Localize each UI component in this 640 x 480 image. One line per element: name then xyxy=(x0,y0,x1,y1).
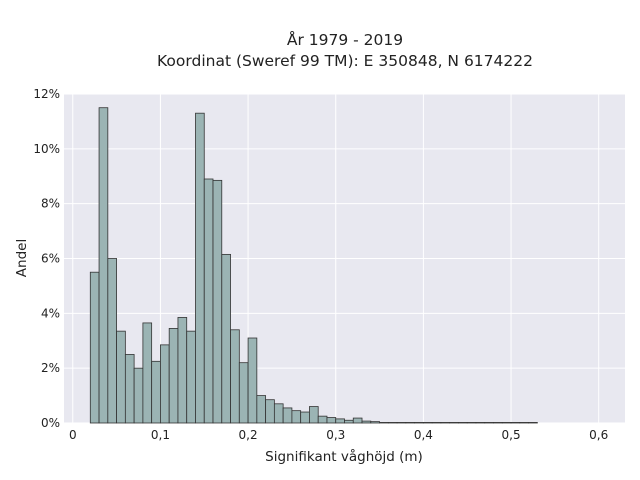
histogram-bar xyxy=(335,418,345,424)
histogram-bar xyxy=(230,329,240,424)
histogram-bar xyxy=(142,322,153,424)
histogram-bar xyxy=(440,422,451,424)
y-tick-labels: 0% 2% 4% 6% 8% 10% 12% xyxy=(33,87,60,430)
histogram-bar xyxy=(396,422,407,424)
histogram-bar xyxy=(238,362,249,424)
x-tick-label: 0 xyxy=(69,428,77,442)
histogram-bar xyxy=(326,417,337,424)
y-tick-label: 4% xyxy=(41,306,60,320)
histogram-bars xyxy=(89,107,538,424)
histogram-bar xyxy=(195,112,205,424)
histogram-bar xyxy=(317,415,328,424)
histogram-bar xyxy=(484,422,494,424)
histogram-bar xyxy=(203,178,214,424)
x-tick-label: 0,2 xyxy=(239,428,258,442)
x-tick-label: 0,5 xyxy=(502,428,521,442)
y-axis-label: Andel xyxy=(14,239,30,277)
histogram-bar xyxy=(177,317,188,424)
histogram-bar xyxy=(116,330,126,424)
histogram-bar xyxy=(160,344,170,424)
histogram-bar xyxy=(449,422,459,424)
x-tick-label: 0,3 xyxy=(326,428,345,442)
histogram-bar xyxy=(344,419,354,424)
histogram-bar xyxy=(361,420,372,424)
x-tick-label: 0,1 xyxy=(151,428,170,442)
histogram-bar xyxy=(221,253,231,424)
histogram-bar xyxy=(422,422,433,424)
histogram-bar xyxy=(379,422,389,424)
histogram-bar xyxy=(98,107,109,424)
histogram-bar xyxy=(466,422,477,424)
histogram-bar xyxy=(107,258,117,424)
histogram-bar xyxy=(273,403,284,424)
histogram-bar xyxy=(352,417,363,424)
x-tick-label: 0,4 xyxy=(414,428,433,442)
y-tick-label: 2% xyxy=(41,361,60,375)
histogram-bar xyxy=(265,399,275,424)
y-tick-label: 8% xyxy=(41,197,60,211)
histogram-bar xyxy=(212,179,223,424)
histogram-bar xyxy=(519,422,529,424)
histogram-bar xyxy=(370,421,380,424)
histogram-bar xyxy=(247,337,258,424)
histogram-bar xyxy=(309,406,319,424)
y-tick-label: 12% xyxy=(33,87,60,101)
y-tick-label: 6% xyxy=(41,252,60,266)
x-tick-labels: 0 0,1 0,2 0,3 0,4 0,5 0,6 xyxy=(69,428,608,442)
histogram-bar xyxy=(501,422,512,424)
histogram-bar xyxy=(291,410,302,424)
y-tick-label: 10% xyxy=(33,142,60,156)
histogram-bar xyxy=(510,422,521,424)
histogram-bar xyxy=(133,367,144,424)
histogram-bar xyxy=(458,422,468,424)
y-tick-label: 0% xyxy=(41,416,60,430)
histogram-bar xyxy=(387,422,398,424)
histogram-bar xyxy=(186,330,196,424)
histogram-bar xyxy=(124,354,135,424)
histogram-bar xyxy=(528,422,538,424)
histogram-bar xyxy=(151,360,161,424)
histogram-bar xyxy=(300,411,310,424)
chart-title: År 1979 - 2019 xyxy=(287,30,403,49)
x-axis-label: Signifikant våghöjd (m) xyxy=(265,448,423,465)
histogram-bar xyxy=(414,422,424,424)
histogram-bar xyxy=(282,407,293,424)
histogram-bar xyxy=(475,422,486,424)
histogram-bar xyxy=(431,422,442,424)
histogram-bar xyxy=(168,328,179,424)
chart-subtitle: Koordinat (Sweref 99 TM): E 350848, N 61… xyxy=(157,52,533,70)
x-tick-label: 0,6 xyxy=(589,428,608,442)
histogram-bar xyxy=(405,422,416,424)
histogram-bar xyxy=(89,271,100,424)
histogram-bar xyxy=(256,395,267,424)
histogram-bar xyxy=(493,422,503,424)
